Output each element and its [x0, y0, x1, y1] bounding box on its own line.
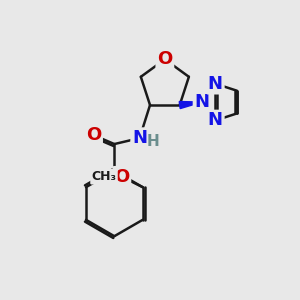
- Text: O: O: [114, 168, 130, 186]
- Text: N: N: [194, 93, 209, 111]
- Text: H: H: [147, 134, 159, 148]
- Text: CH₃: CH₃: [92, 170, 116, 183]
- Text: N: N: [208, 75, 223, 93]
- Text: N: N: [208, 112, 223, 130]
- Text: O: O: [157, 50, 172, 68]
- Text: O: O: [86, 126, 101, 144]
- Polygon shape: [179, 101, 202, 109]
- Text: N: N: [132, 129, 147, 147]
